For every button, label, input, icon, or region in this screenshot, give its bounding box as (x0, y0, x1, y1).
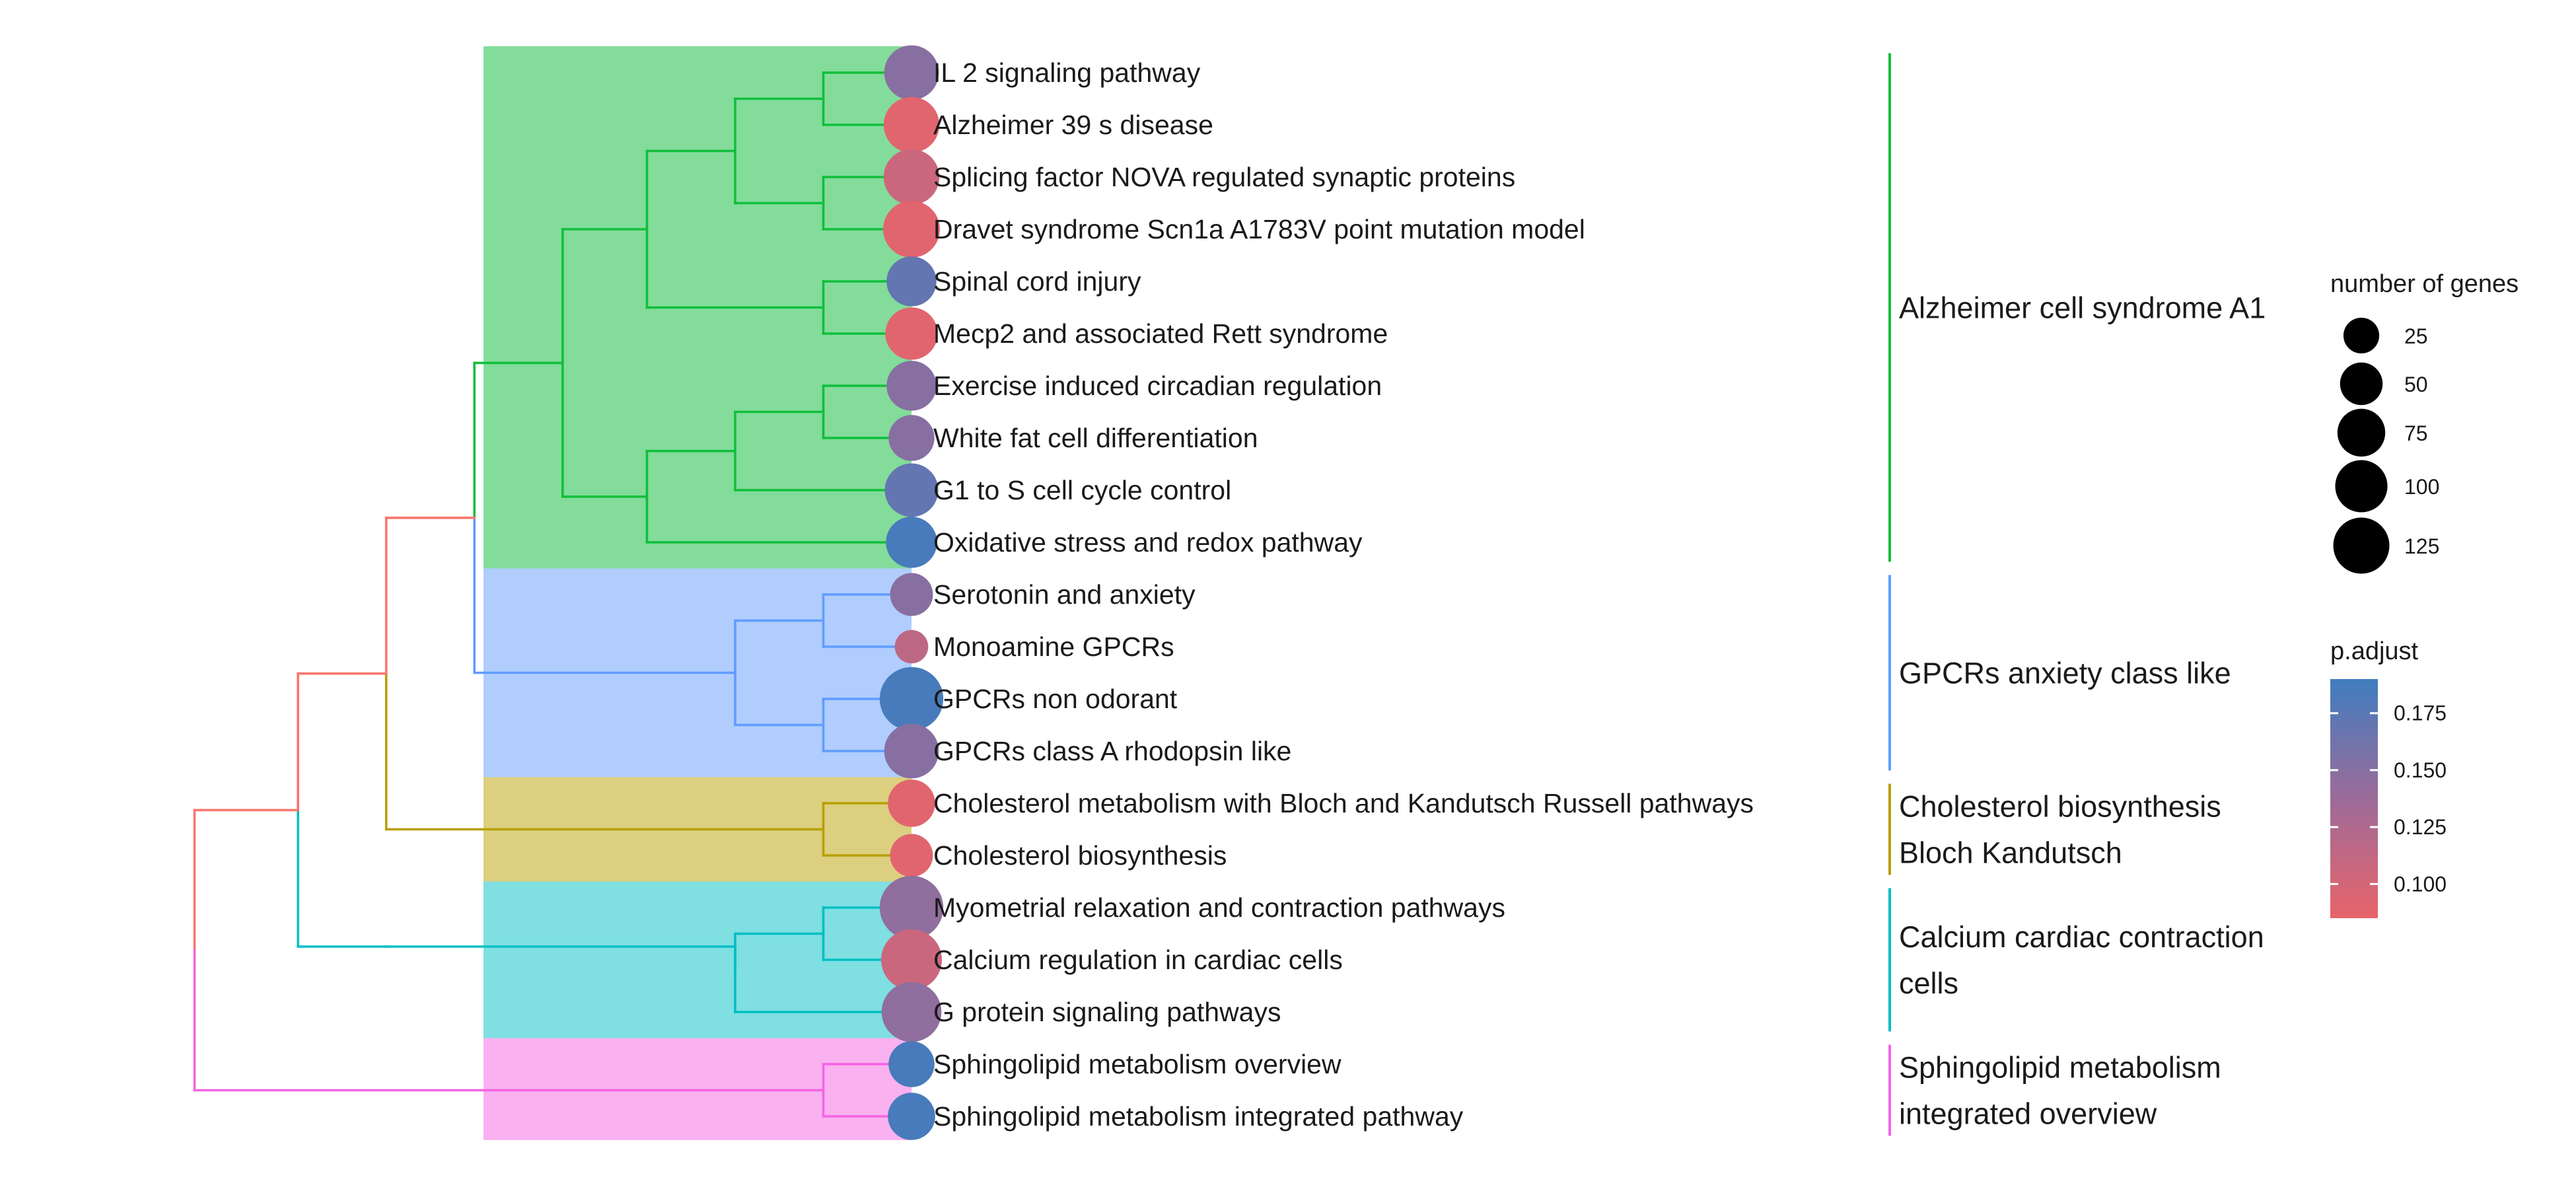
term-point (884, 45, 939, 100)
term-label: Splicing factor NOVA regulated synaptic … (933, 162, 1515, 192)
color-legend-label: 0.100 (2394, 872, 2447, 896)
color-legend-label: 0.175 (2394, 702, 2447, 725)
term-point (888, 415, 935, 461)
term-label: G protein signaling pathways (933, 997, 1281, 1027)
size-legend-dot (2343, 317, 2380, 354)
term-point (881, 982, 942, 1042)
term-label: Alzheimer 39 s disease (933, 110, 1213, 140)
color-legend-bar (2330, 679, 2378, 918)
term-point (880, 929, 943, 991)
term-label: G1 to S cell cycle control (933, 475, 1231, 505)
term-point (888, 1093, 935, 1140)
term-label: Sphingolipid metabolism integrated pathw… (933, 1101, 1464, 1132)
size-legend-label: 125 (2404, 534, 2439, 558)
term-point (888, 779, 935, 827)
term-point (886, 517, 937, 568)
term-labels: IL 2 signaling pathway Alzheimer 39 s dis… (933, 57, 1754, 1132)
color-legend-label: 0.125 (2394, 815, 2447, 839)
color-legend-title: p.adjust (2330, 637, 2419, 665)
term-label: Cholesterol biosynthesis (933, 840, 1227, 871)
cluster-labels: Alzheimer cell syndrome A1 GPCRs anxiety … (1888, 53, 2266, 1136)
term-point (886, 361, 937, 411)
color-legend-label: 0.150 (2394, 758, 2447, 782)
size-legend-label: 50 (2404, 373, 2428, 396)
term-label: Sphingolipid metabolism overview (933, 1049, 1342, 1079)
term-label: Serotonin and anxiety (933, 579, 1196, 610)
term-label: Cholesterol metabolism with Bloch and Ka… (933, 788, 1754, 818)
cluster-label: cells (1899, 966, 1958, 1000)
size-legend-label: 25 (2404, 324, 2428, 348)
size-legend-label: 75 (2404, 421, 2428, 445)
cluster-bands (483, 46, 912, 1140)
term-point (890, 573, 933, 616)
term-point (879, 875, 944, 940)
color-legend: p.adjust 0.100 0.125 0.150 0.175 (2330, 637, 2447, 918)
term-label: GPCRs class A rhodopsin like (933, 736, 1291, 766)
size-legend-dot (2335, 460, 2388, 513)
size-legend-title: number of genes (2330, 270, 2519, 298)
term-point (884, 723, 939, 779)
term-label: Monoamine GPCRs (933, 631, 1174, 662)
size-legend: number of genes 25 50 75 100 125 (2330, 270, 2519, 574)
term-label: GPCRs non odorant (933, 684, 1178, 714)
term-point (879, 667, 944, 731)
size-legend-dot (2337, 408, 2386, 457)
term-label: Spinal cord injury (933, 266, 1141, 297)
term-label: Mecp2 and associated Rett syndrome (933, 318, 1388, 349)
size-legend-dot (2340, 362, 2383, 406)
cluster-label: Calcium cardiac contraction (1899, 920, 2264, 954)
term-label: Dravet syndrome Scn1a A1783V point mutat… (933, 214, 1585, 244)
term-point (883, 201, 940, 258)
size-legend-label: 100 (2404, 475, 2439, 499)
term-label: Calcium regulation in cardiac cells (933, 945, 1343, 975)
term-point (883, 149, 940, 205)
term-label: White fat cell differentiation (933, 423, 1258, 453)
term-point (884, 463, 939, 517)
cluster-label: Cholesterol biosynthesis (1899, 790, 2221, 824)
cluster-label: integrated overview (1899, 1097, 2157, 1131)
term-point (886, 256, 937, 306)
term-point (894, 630, 929, 664)
cluster-label: GPCRs anxiety class like (1899, 657, 2231, 690)
cluster-label: Sphingolipid metabolism (1899, 1051, 2221, 1085)
term-label: Exercise induced circadian regulation (933, 371, 1382, 401)
term-point (888, 1041, 935, 1087)
term-points (879, 45, 944, 1140)
cluster-label: Alzheimer cell syndrome A1 (1899, 291, 2266, 325)
term-label: IL 2 signaling pathway (933, 57, 1201, 88)
term-label: Oxidative stress and redox pathway (933, 527, 1363, 558)
term-point (883, 96, 940, 153)
cluster-label: Bloch Kandutsch (1899, 836, 2122, 870)
term-point (885, 307, 938, 360)
size-legend-dot (2333, 517, 2390, 574)
term-point (890, 834, 933, 877)
term-label: Myometrial relaxation and contraction pa… (933, 892, 1505, 923)
